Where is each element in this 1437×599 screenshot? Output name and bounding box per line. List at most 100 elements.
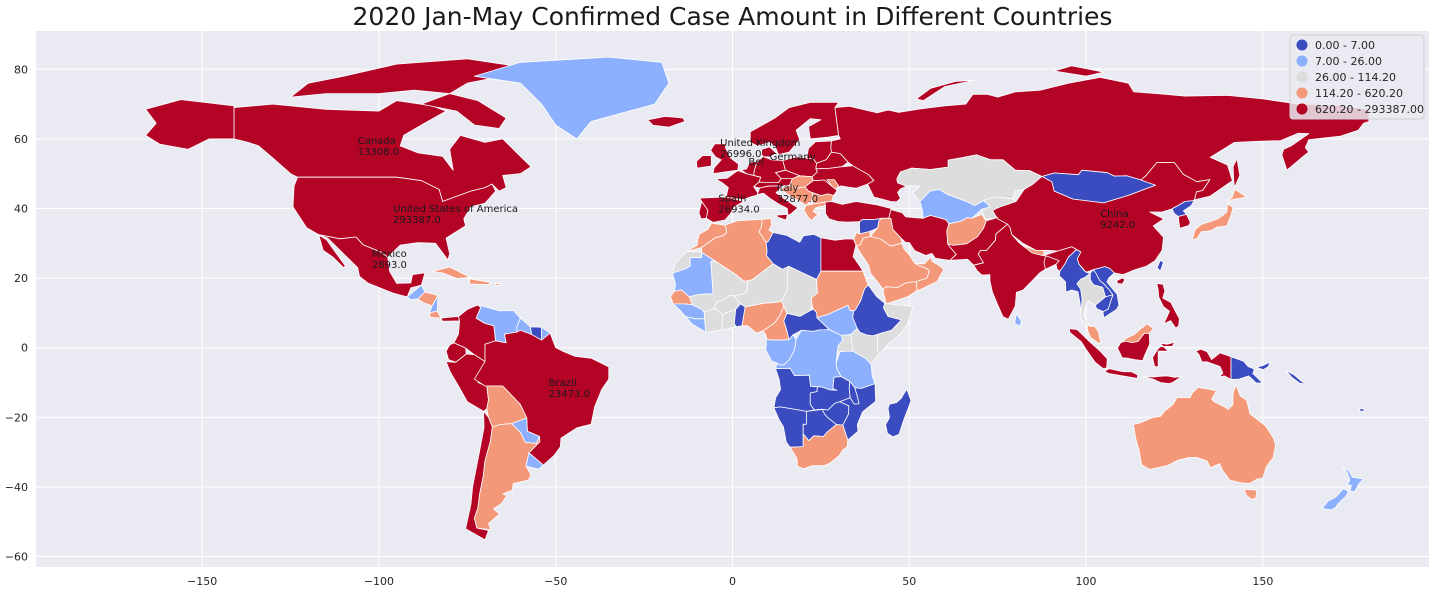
y-tick-label: 20 <box>14 272 28 285</box>
region <box>1069 328 1108 369</box>
y-tick-label: −60 <box>5 551 28 564</box>
region <box>710 143 739 175</box>
region <box>1094 294 1114 312</box>
annotation-name: United States of America <box>393 204 518 215</box>
annotation-value: 2893.0 <box>372 260 407 271</box>
region <box>1256 361 1271 371</box>
annotation-value: 13308.0 <box>358 147 399 158</box>
legend: 0.00 - 7.00 7.00 - 26.00 26.00 - 114.20 114… <box>1289 34 1425 120</box>
y-tick-label: −20 <box>5 411 28 424</box>
region <box>1053 65 1105 77</box>
region <box>803 201 826 222</box>
country-regions <box>145 56 1370 541</box>
region <box>789 424 849 470</box>
region <box>1120 323 1154 343</box>
legend-marker <box>1296 39 1308 51</box>
region <box>696 155 712 169</box>
y-tick-label: 0 <box>21 342 28 355</box>
y-tick-label: 40 <box>14 203 28 216</box>
region <box>1191 203 1234 241</box>
region <box>914 256 945 292</box>
region <box>915 79 976 101</box>
region <box>647 115 686 128</box>
axis-tick-labels: −150 −100 −50 0 50 100 150 −60 −40 −20 0 20 40 60 80 <box>5 63 1274 588</box>
legend-label: 114.20 - 620.20 <box>1315 87 1403 100</box>
region <box>749 102 839 156</box>
region <box>1156 282 1180 329</box>
region <box>1232 158 1241 189</box>
region <box>1018 242 1045 257</box>
legend-label: 0.00 - 7.00 <box>1315 39 1375 52</box>
region <box>1104 368 1139 379</box>
region <box>1171 200 1195 217</box>
region <box>1156 259 1164 272</box>
region <box>765 333 797 366</box>
x-tick-label: −100 <box>364 575 394 588</box>
region <box>1243 488 1258 500</box>
x-tick-label: 0 <box>729 575 736 588</box>
x-tick-label: −50 <box>544 575 567 588</box>
legend-marker <box>1296 103 1308 115</box>
region <box>1321 488 1349 511</box>
annotation-value: 23473.0 <box>549 389 590 400</box>
annotation-name: Spain <box>718 194 746 205</box>
region <box>1195 348 1232 380</box>
region <box>1359 408 1365 412</box>
legend-marker <box>1296 87 1308 99</box>
region <box>1014 313 1023 327</box>
region <box>145 99 235 150</box>
x-tick-label: 150 <box>1252 575 1273 588</box>
region <box>318 234 426 298</box>
region <box>473 56 670 140</box>
legend-marker <box>1296 55 1308 67</box>
annotation-name: Germany <box>770 152 816 163</box>
region <box>1230 356 1264 384</box>
region <box>525 452 544 470</box>
region <box>1227 188 1248 204</box>
region <box>1177 213 1191 229</box>
region <box>1043 255 1060 270</box>
region <box>1152 341 1176 368</box>
region <box>859 217 883 235</box>
region <box>431 266 471 279</box>
map-title: 2020 Jan-May Confirmed Case Amount in Di… <box>352 2 1113 31</box>
x-tick-label: −150 <box>187 575 217 588</box>
annotation-value: 26996.0 <box>720 149 761 160</box>
y-tick-label: 80 <box>14 63 28 76</box>
region <box>1116 277 1126 285</box>
annotation-value: 26934.0 <box>718 205 759 216</box>
region <box>1092 266 1120 319</box>
annotation-name: United Kingdom <box>720 138 800 149</box>
legend-marker <box>1296 71 1308 83</box>
annotation-value: 32877.0 <box>777 194 818 205</box>
region <box>698 201 709 220</box>
region <box>473 423 541 531</box>
region <box>420 93 507 129</box>
y-tick-label: 60 <box>14 133 28 146</box>
legend-frame <box>1289 34 1425 120</box>
region <box>885 389 912 438</box>
legend-label: 7.00 - 26.00 <box>1315 55 1382 68</box>
region <box>775 213 789 221</box>
legend-label: 26.00 - 114.20 <box>1315 71 1396 84</box>
region <box>318 234 346 269</box>
annotation-name: Italy <box>777 183 799 194</box>
annotation-value: 293387.0 <box>393 215 441 226</box>
region <box>1342 467 1364 492</box>
x-tick-label: 100 <box>1076 575 1097 588</box>
region <box>1086 325 1102 344</box>
region <box>1285 370 1306 385</box>
annotation-name: Mexico <box>372 249 407 260</box>
region <box>469 278 492 286</box>
x-tick-label: 50 <box>902 575 916 588</box>
legend-label: 620.20 - 293387.00 <box>1315 103 1424 116</box>
region <box>1133 384 1276 484</box>
region <box>473 329 610 466</box>
region <box>896 154 1043 207</box>
region <box>494 282 502 286</box>
annotation-name: Canada <box>358 136 396 147</box>
annotation-name: Bel <box>748 157 764 168</box>
